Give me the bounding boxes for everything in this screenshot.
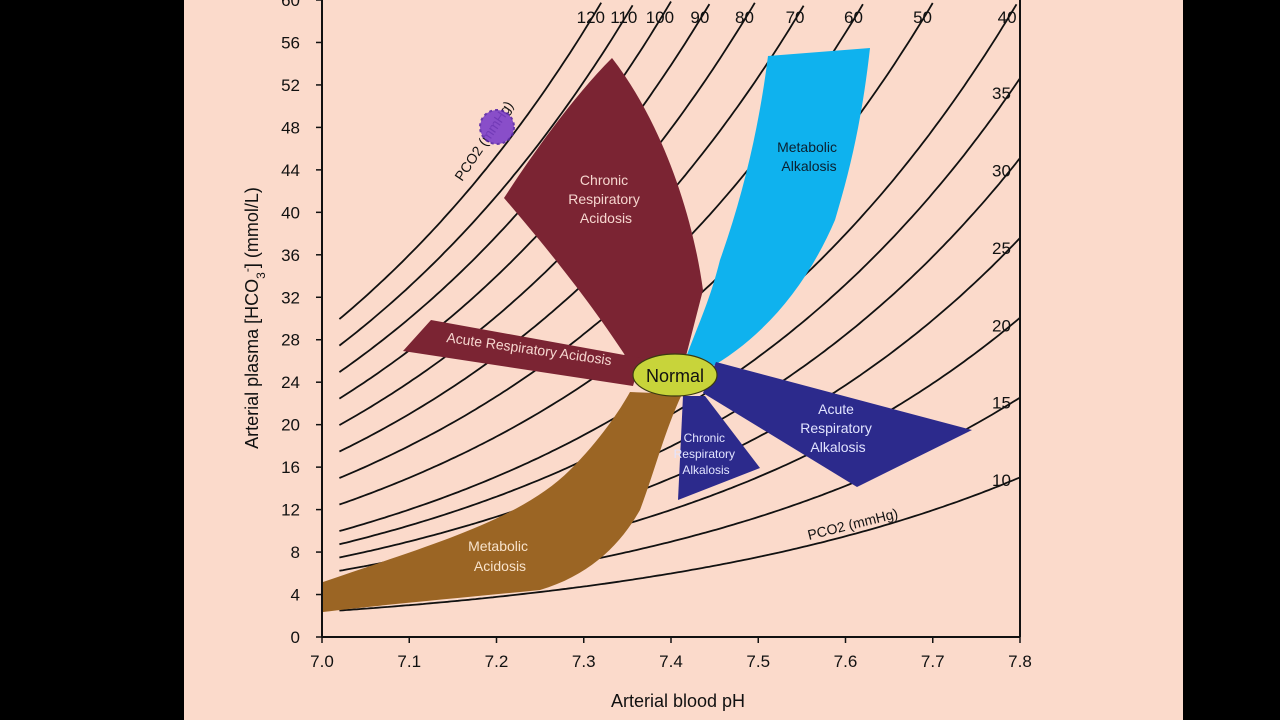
region-acute-respiratory-acidosis (403, 320, 641, 386)
label-normal: Normal (646, 366, 704, 386)
isobar-lines (338, 1, 1021, 612)
x-tick-labels: 7.0 7.1 7.2 7.3 7.4 7.5 7.6 7.7 7.8 (310, 637, 1032, 671)
left-black-bar (0, 0, 184, 720)
isobar-label: 50 (913, 8, 932, 27)
region-chronic-respiratory-alkalosis (678, 396, 760, 500)
y-tick-label: 0 (291, 628, 300, 647)
y-tick-label: 24 (281, 373, 300, 392)
isobar-label: 70 (786, 8, 805, 27)
y-tick-label: 12 (281, 501, 300, 520)
label-metabolic-acidosis: Metabolic Acidosis (468, 538, 532, 574)
region-acute-respiratory-alkalosis (703, 362, 972, 487)
region-chronic-respiratory-acidosis (504, 58, 703, 366)
isobar-line (338, 2, 602, 320)
isobar-label: 40 (998, 8, 1017, 27)
isobar-line (338, 4, 634, 347)
isobar-label: 15 (992, 394, 1011, 413)
normal-point (632, 353, 718, 397)
x-tick-label: 7.3 (572, 652, 596, 671)
x-tick-label: 7.0 (310, 652, 334, 671)
y-tick-label: 48 (281, 118, 300, 137)
y-tick-label: 32 (281, 288, 300, 307)
y-tick-label: 8 (291, 543, 300, 562)
isobar-label: 120 (577, 8, 605, 27)
y-axis-title: Arterial plasma [HCO3-] (mmol/L) (240, 187, 268, 449)
isobar-line (338, 5, 805, 453)
x-tick-label: 7.5 (746, 652, 770, 671)
isobar-line (338, 3, 711, 400)
y-tick-label: 40 (281, 203, 300, 222)
region-metabolic-alkalosis (685, 48, 870, 370)
y-tick-label: 60 (281, 0, 300, 10)
disorder-regions (323, 48, 972, 612)
x-tick-label: 7.4 (659, 652, 683, 671)
y-tick-label: 16 (281, 458, 300, 477)
y-tick-label: 36 (281, 246, 300, 265)
label-chronic-respiratory-acidosis: Chronic Respiratory Acidosis (568, 172, 643, 226)
isobar-label: 25 (992, 239, 1011, 258)
right-black-bar (1183, 0, 1280, 720)
isobar-line (339, 476, 1021, 612)
isobar-label: 100 (646, 8, 674, 27)
label-metabolic-alkalosis: Metabolic Alkalosis (777, 139, 841, 174)
isobar-labels: 120 110 100 90 80 70 60 50 40 35 30 25 20 15 10 (577, 8, 1017, 490)
x-tick-label: 7.6 (834, 652, 858, 671)
y-tick-label: 56 (281, 33, 300, 52)
isobar-label: 80 (735, 8, 754, 27)
isobar-label: 90 (690, 8, 709, 27)
region-metabolic-acidosis (323, 392, 682, 612)
y-tick-label: 20 (281, 416, 300, 435)
y-tick-label: 52 (281, 76, 300, 95)
isobar-label: 60 (844, 8, 863, 27)
isobar-label: 10 (992, 471, 1011, 490)
isobar-label: 35 (992, 84, 1011, 103)
label-chronic-respiratory-alkalosis: Chronic Respiratory Alkalosis (674, 431, 739, 477)
cursor-marker (479, 109, 515, 145)
x-tick-label: 7.1 (397, 652, 421, 671)
x-tick-label: 7.7 (921, 652, 945, 671)
y-tick-label: 44 (281, 161, 300, 180)
isobar-label: 30 (992, 161, 1011, 180)
isobar-line (339, 157, 1021, 559)
isobar-line (339, 77, 1021, 546)
y-tick-label: 28 (281, 331, 300, 350)
isobar-line (338, 2, 756, 426)
y-tick-label: 4 (291, 586, 300, 605)
label-acute-respiratory-alkalosis: Acute Respiratory Alkalosis (800, 401, 875, 455)
isobar-label: 20 (992, 316, 1011, 335)
x-axis-title: Arterial blood pH (611, 691, 745, 711)
isobar-label: 110 (610, 8, 637, 27)
x-tick-label: 7.2 (485, 652, 509, 671)
x-tick-label: 7.8 (1008, 652, 1032, 671)
